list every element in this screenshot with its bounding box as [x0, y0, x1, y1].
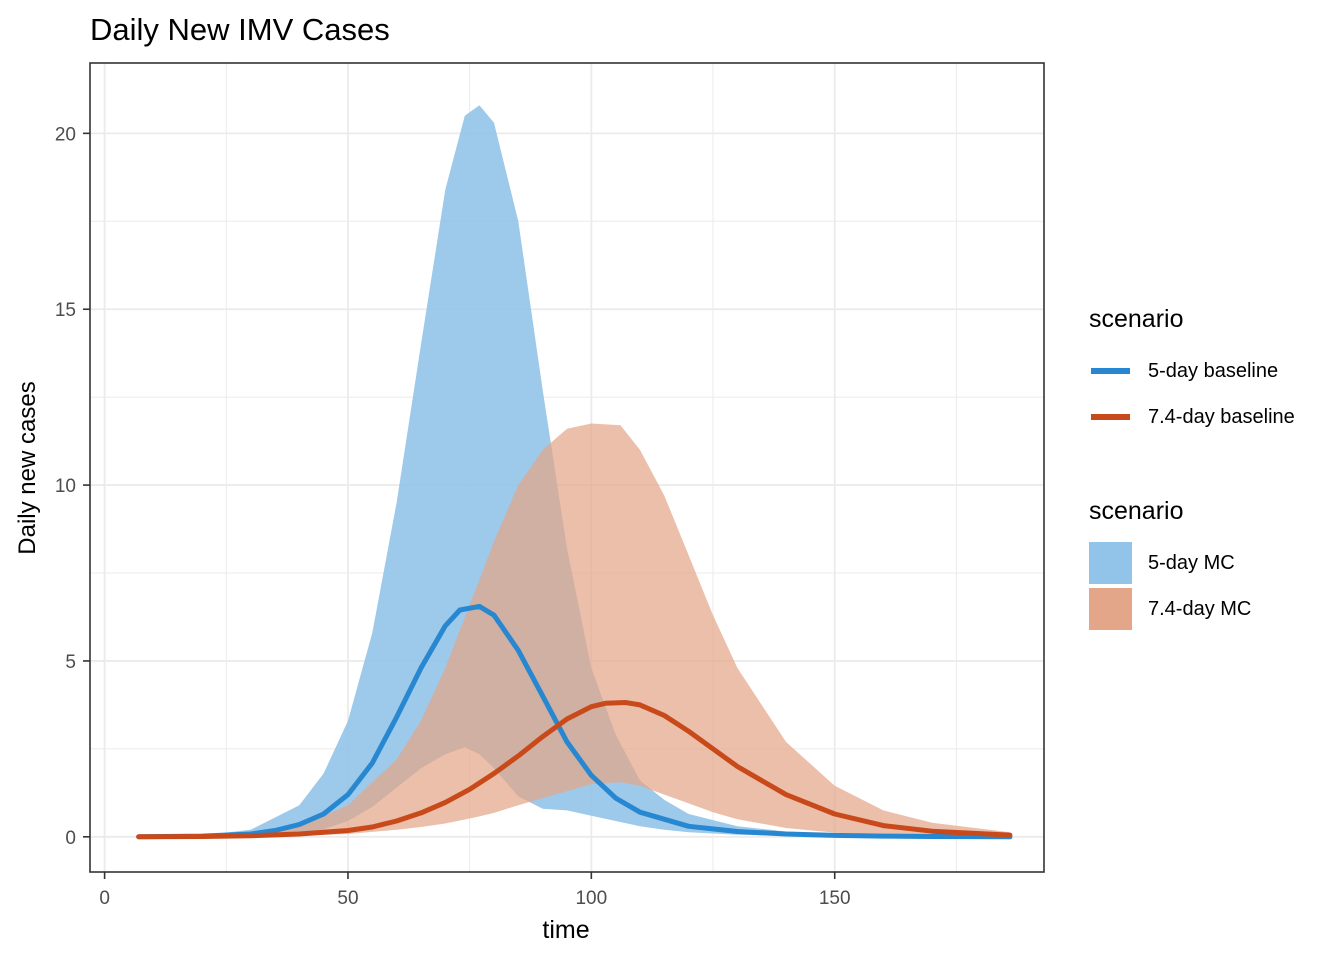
- legend-label-74day-mc: 7.4-day MC: [1148, 597, 1252, 620]
- y-tick-label: 0: [65, 828, 76, 849]
- x-axis-label: time: [542, 916, 590, 944]
- legend-item-5day-mc: 5-day MC: [1089, 542, 1235, 584]
- y-tick-label: 20: [55, 124, 76, 145]
- line-5-day-baseline: [136, 603, 1013, 840]
- legend-label-5day-mc: 5-day MC: [1148, 551, 1235, 574]
- ribbon-7-4-day-mc: [138, 423, 1010, 837]
- y-tick-label: 5: [65, 652, 76, 673]
- legend-key-5day-baseline: [1089, 350, 1132, 392]
- chart-title: Daily New IMV Cases: [90, 12, 390, 47]
- legend-key-74day-baseline: [1089, 396, 1132, 438]
- x-tick-label: 50: [337, 888, 358, 909]
- series-lines: [136, 603, 1013, 840]
- legend-item-5day-baseline: 5-day baseline: [1089, 350, 1278, 392]
- ribbons: [138, 105, 1010, 837]
- legend-item-74day-baseline: 7.4-day baseline: [1089, 396, 1295, 438]
- legend-label-5day-baseline: 5-day baseline: [1148, 359, 1279, 382]
- line-7-4-day-baseline: [136, 700, 1013, 840]
- legend-item-74day-mc: 7.4-day MC: [1089, 588, 1251, 630]
- x-tick-label: 0: [99, 888, 110, 909]
- y-axis: 0 5 10 15 20: [55, 124, 90, 849]
- legend-title-lines: scenario: [1089, 305, 1184, 333]
- y-tick-label: 15: [55, 300, 76, 321]
- x-tick-label: 100: [575, 888, 607, 909]
- panel-border: [89, 62, 1045, 873]
- x-axis: 0 50 100 150: [99, 872, 851, 909]
- x-tick-label: 150: [819, 888, 851, 909]
- legend-title-fills: scenario: [1089, 497, 1184, 525]
- legend-key-5day-mc: [1089, 542, 1132, 584]
- legend-key-74day-mc: [1089, 588, 1132, 630]
- y-tick-label: 10: [55, 476, 76, 497]
- legend-label-74day-baseline: 7.4-day baseline: [1148, 405, 1295, 428]
